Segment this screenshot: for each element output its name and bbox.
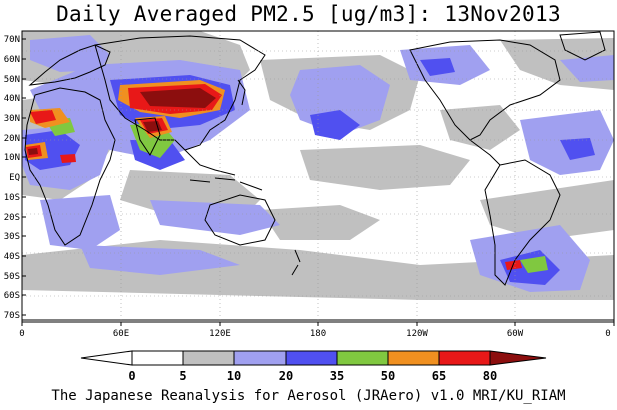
colorbar-segment-4 [285,350,338,366]
lon-label-120w: 120W [406,329,428,339]
lat-label-70n: 70N [4,35,20,45]
grid-lines [22,31,614,322]
lat-label-30n: 30N [4,114,20,124]
lat-label-30s: 30S [4,232,20,242]
colorbar-segment-6 [387,350,440,366]
coastlines [22,31,614,321]
lon-label-60w: 60W [507,329,524,339]
lat-label-eq: EQ [9,173,20,183]
lon-label-60e: 60E [113,329,129,339]
colorbar-label-5: 5 [179,369,186,383]
colorbar-segment-7 [438,350,491,366]
colorbar-segment-5 [336,350,389,366]
footer-credit: The Japanese Reanalysis for Aerosol (JRA… [51,388,566,404]
colorbar-label-65: 65 [432,369,446,383]
lon-label-0-right: 0 [605,329,610,339]
colorbar-segment-8 [489,350,547,366]
lat-axis: 70N 60N 50N 40N 30N 20N 10N EQ 10S 20S 3… [4,35,26,321]
colorbar-label-10: 10 [227,369,241,383]
lat-label-60n: 60N [4,55,20,65]
lat-label-40n: 40N [4,94,20,104]
colorbar-segment-1 [131,350,184,366]
lat-label-40s: 40S [4,252,20,262]
colorbar-label-50: 50 [381,369,395,383]
colorbar-label-35: 35 [330,369,344,383]
colorbar-label-80: 80 [483,369,497,383]
colorbar: 0 5 10 20 35 50 65 80 [80,350,547,383]
colorbar-segment-3 [233,350,287,366]
lat-label-50n: 50N [4,75,20,85]
lat-label-20s: 20S [4,213,20,223]
lat-label-20n: 20N [4,134,20,144]
colorbar-segment-0 [80,350,133,366]
colorbar-label-20: 20 [279,369,293,383]
lon-label-0: 0 [19,329,24,339]
map-title: Daily Averaged PM2.5 [ug/m3]: 13Nov2013 [56,2,561,26]
colorbar-segment-2 [182,350,235,366]
lon-label-180: 180 [310,329,326,339]
lat-label-10n: 10N [4,153,20,163]
lat-label-10s: 10S [4,193,20,203]
lon-axis: 0 60E 120E 180 120W 60W 0 [19,322,615,339]
pm25-field [22,31,614,300]
colorbar-label-0: 0 [128,369,135,383]
lat-label-50s: 50S [4,272,20,282]
lat-label-60s: 60S [4,291,20,301]
lat-label-70s: 70S [4,311,20,321]
lon-label-120e: 120E [209,329,231,339]
